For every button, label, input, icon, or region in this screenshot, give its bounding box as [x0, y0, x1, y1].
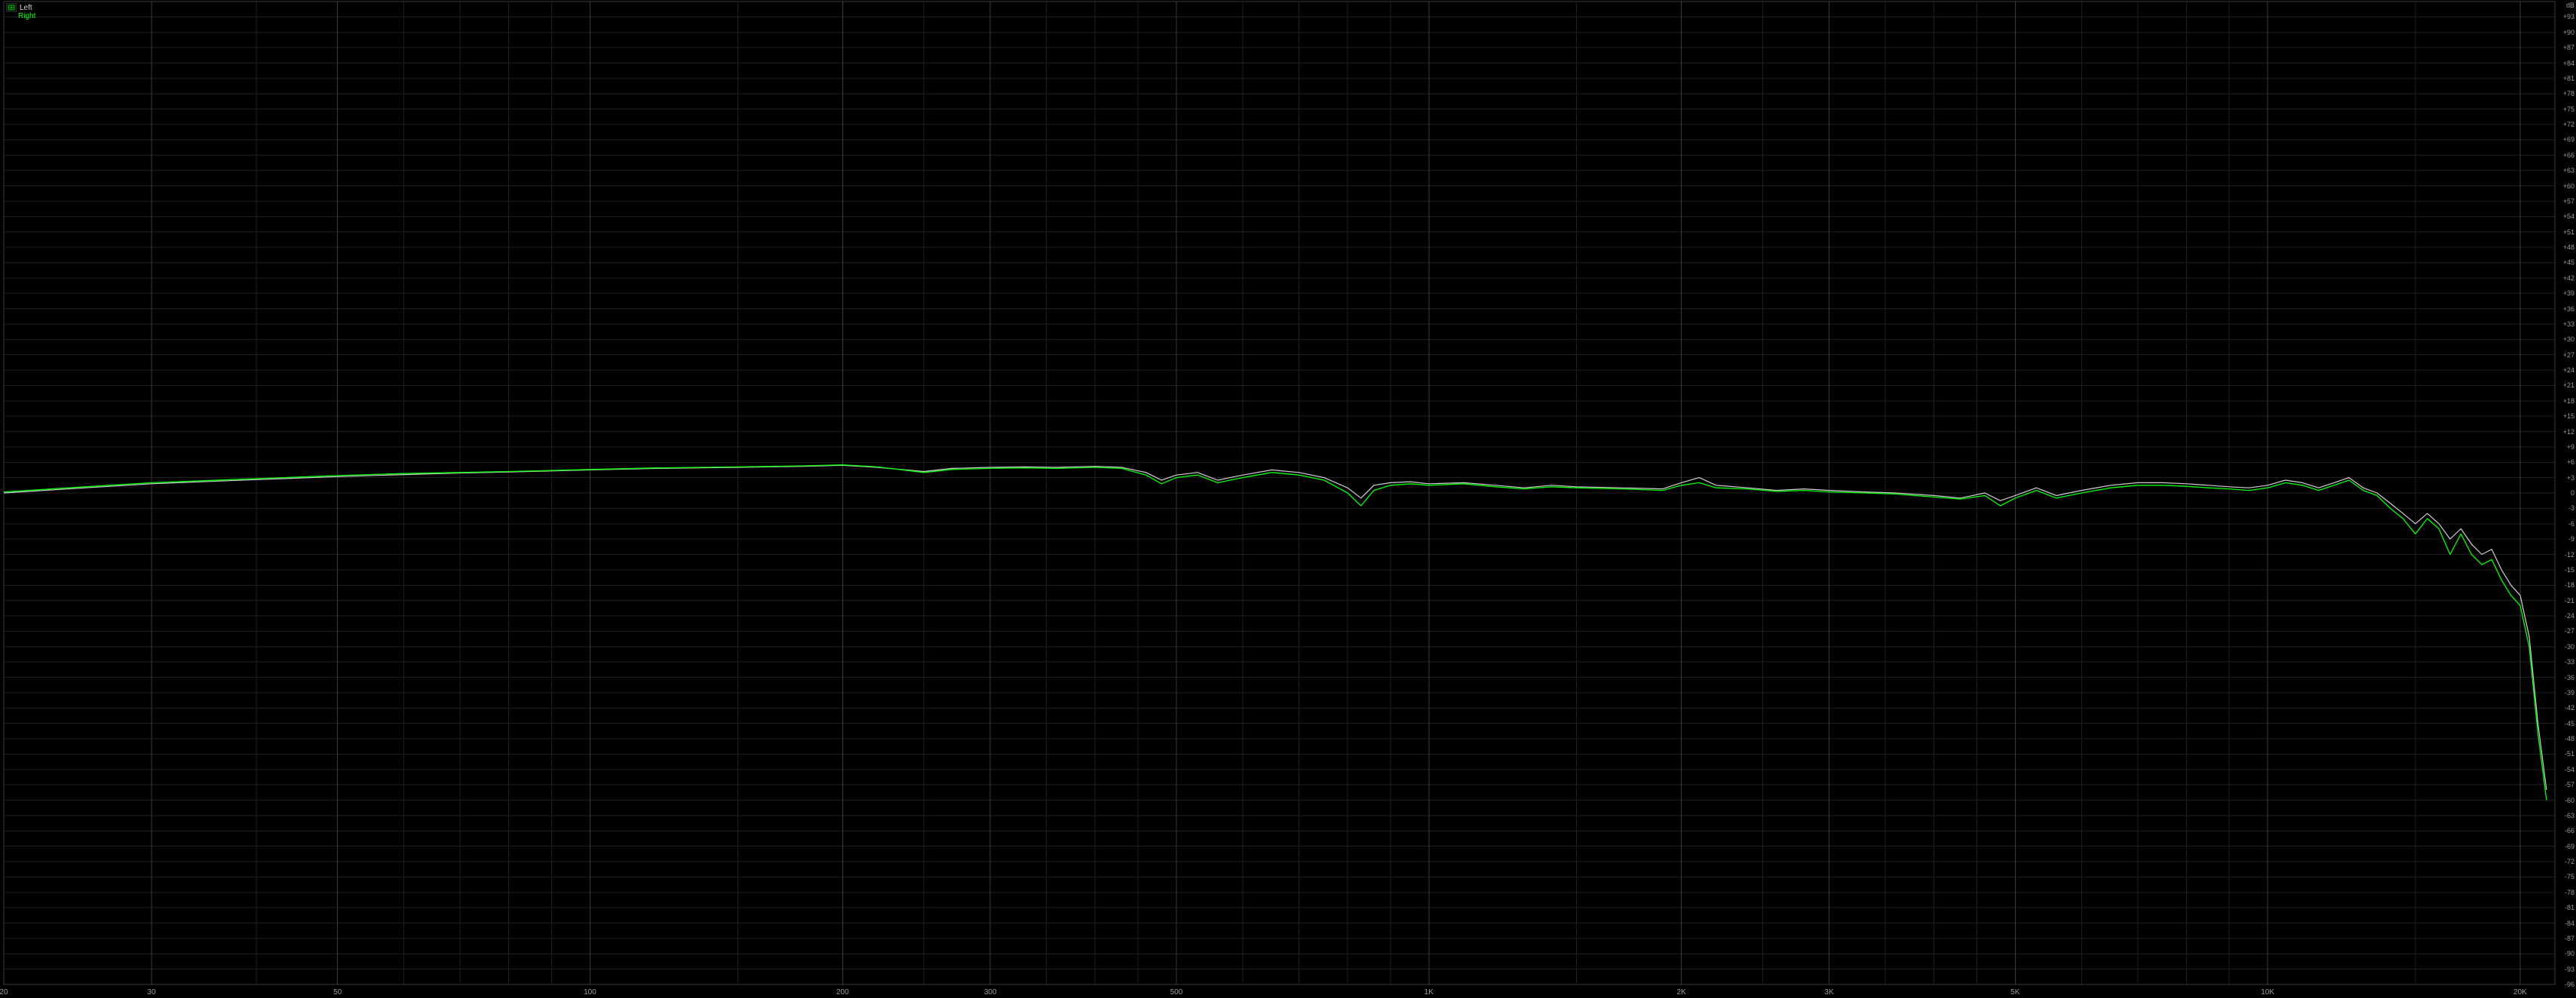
y-tick-label: +39: [2563, 289, 2574, 297]
y-tick-label: +54: [2563, 213, 2574, 220]
y-tick-label: -15: [2565, 566, 2574, 574]
y-tick-label: +63: [2563, 167, 2574, 174]
x-tick-label: 50: [333, 988, 342, 996]
y-tick-label: +90: [2563, 29, 2574, 36]
y-tick-label: -42: [2565, 704, 2574, 712]
y-tick-label: +87: [2563, 44, 2574, 51]
y-tick-label: 0: [2571, 489, 2574, 497]
chart-svg: [0, 0, 2576, 998]
x-tick-label: 300: [984, 988, 997, 996]
y-tick-label: +18: [2563, 397, 2574, 405]
y-tick-label: +21: [2563, 381, 2574, 389]
y-tick-label: -72: [2565, 858, 2574, 865]
y-tick-label: -78: [2565, 889, 2574, 896]
y-tick-label: -3: [2568, 504, 2574, 512]
x-tick-label: 2K: [1677, 988, 1686, 996]
y-tick-label: -39: [2565, 689, 2574, 696]
y-tick-label: -63: [2565, 812, 2574, 819]
y-unit-label: dB: [2566, 2, 2574, 9]
x-tick-label: 30: [147, 988, 155, 996]
x-tick-label: 200: [836, 988, 849, 996]
x-tick-label: 1K: [1424, 988, 1434, 996]
y-tick-label: -51: [2565, 750, 2574, 758]
x-tick-label: 100: [584, 988, 596, 996]
y-tick-label: -81: [2565, 904, 2574, 911]
y-tick-label: +6: [2567, 458, 2574, 466]
y-tick-label: +72: [2563, 121, 2574, 128]
y-tick-label: +45: [2563, 259, 2574, 266]
legend-right-row: Right: [6, 12, 35, 20]
y-tick-label: -30: [2565, 643, 2574, 651]
y-tick-label: -21: [2565, 597, 2574, 605]
y-tick-label: +75: [2563, 106, 2574, 113]
y-tick-label: -87: [2565, 935, 2574, 942]
y-tick-label: -27: [2565, 627, 2574, 635]
y-tick-label: -12: [2565, 551, 2574, 559]
y-tick-label: -36: [2565, 674, 2574, 681]
y-tick-label: +9: [2567, 443, 2574, 451]
y-tick-label: -33: [2565, 658, 2574, 666]
legend-right-label: Right: [18, 12, 35, 20]
y-tick-label: +27: [2563, 351, 2574, 359]
x-tick-label: 10K: [2261, 988, 2274, 996]
y-tick-label: -84: [2565, 920, 2574, 927]
y-tick-label: +66: [2563, 152, 2574, 159]
y-tick-label: -18: [2565, 581, 2574, 589]
y-tick-label: +30: [2563, 335, 2574, 343]
y-tick-label: +60: [2563, 182, 2574, 190]
y-tick-label: -24: [2565, 612, 2574, 620]
y-tick-label: +3: [2567, 474, 2574, 482]
y-tick-label: +15: [2563, 412, 2574, 420]
y-tick-label: +84: [2563, 60, 2574, 67]
y-tick-label: +57: [2563, 197, 2574, 205]
frequency-response-chart: Left Right 20 30 50 100 200 300 500 1K 2K 3K 5K 10K…: [0, 0, 2576, 998]
y-tick-label: +12: [2563, 428, 2574, 436]
y-tick-label: -9: [2568, 535, 2574, 543]
y-tick-label: -69: [2565, 843, 2574, 850]
y-tick-label: +24: [2563, 366, 2574, 374]
y-tick-label: -45: [2565, 720, 2574, 727]
legend: Left Right: [6, 3, 35, 20]
y-tick-label: -54: [2565, 766, 2574, 773]
y-tick-label: -48: [2565, 735, 2574, 742]
x-tick-label: 20K: [2513, 988, 2527, 996]
y-tick-label: +48: [2563, 243, 2574, 251]
y-tick-label: +36: [2563, 305, 2574, 313]
y-tick-label: -96: [2565, 981, 2574, 988]
legend-left-swatch: [6, 3, 17, 12]
y-tick-label: +42: [2563, 274, 2574, 282]
y-tick-label: -6: [2568, 520, 2574, 528]
legend-left-label: Left: [20, 4, 32, 12]
x-tick-label: 3K: [1824, 988, 1833, 996]
y-tick-label: +93: [2563, 13, 2574, 20]
y-tick-label: -75: [2565, 873, 2574, 880]
y-tick-label: +51: [2563, 228, 2574, 236]
x-tick-label: 20: [0, 988, 8, 996]
legend-left-row: Left: [6, 3, 35, 12]
y-tick-label: -60: [2565, 797, 2574, 804]
y-tick-label: +33: [2563, 320, 2574, 328]
x-tick-label: 500: [1170, 988, 1183, 996]
y-tick-label: -66: [2565, 827, 2574, 834]
y-tick-label: -90: [2565, 950, 2574, 957]
y-tick-label: +78: [2563, 90, 2574, 97]
y-tick-label: +81: [2563, 75, 2574, 82]
x-tick-label: 5K: [2010, 988, 2019, 996]
y-tick-label: +69: [2563, 136, 2574, 143]
y-tick-label: -57: [2565, 781, 2574, 788]
y-tick-label: -93: [2565, 966, 2574, 973]
